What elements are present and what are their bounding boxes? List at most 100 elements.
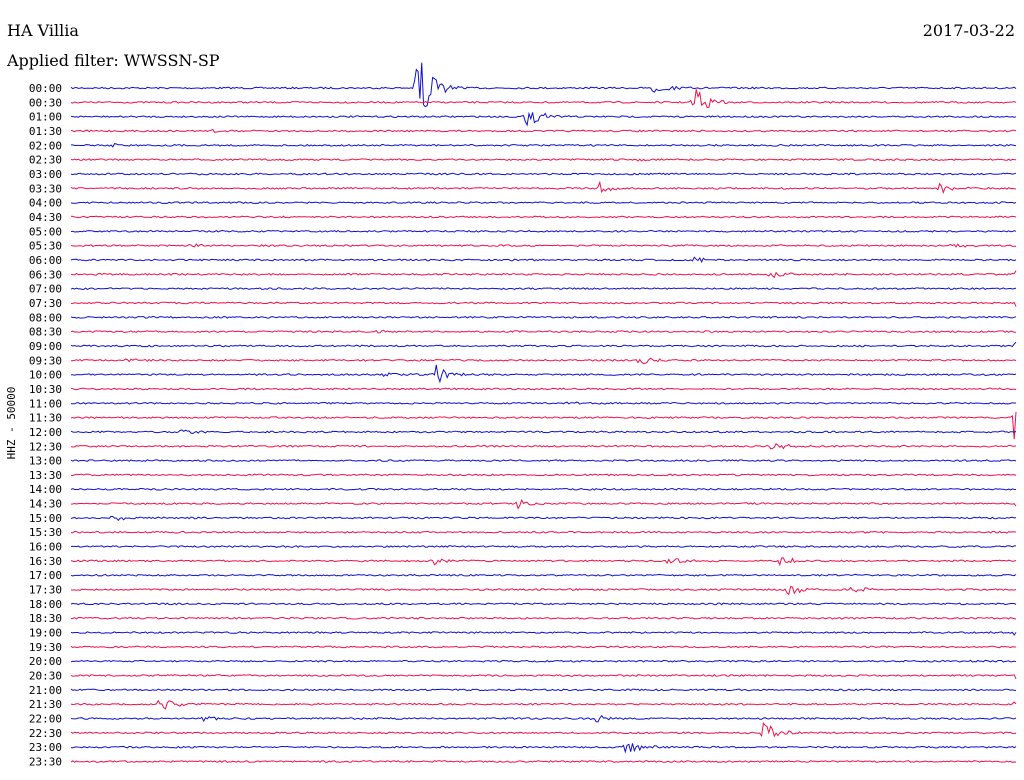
tick-label: 13:00 — [29, 455, 62, 468]
tick-label: 11:30 — [29, 412, 62, 425]
trace-rows — [70, 62, 1017, 763]
trace-row-0530 — [70, 243, 1016, 248]
tick-label: 01:30 — [29, 125, 62, 138]
tick-label: 15:30 — [29, 526, 62, 539]
tick-label: 06:30 — [29, 268, 62, 281]
trace-row-1200 — [70, 429, 1017, 435]
trace-row-1900 — [70, 631, 1017, 636]
trace-row-1430 — [70, 498, 1017, 510]
trace-row-0800 — [70, 315, 1017, 319]
trace-row-2030 — [70, 674, 1017, 680]
tick-label: 03:30 — [29, 182, 62, 195]
trace-row-1300 — [70, 459, 1017, 462]
trace-row-1800 — [70, 602, 1017, 606]
tick-label: 20:30 — [29, 670, 62, 683]
trace-row-1230 — [70, 443, 1017, 450]
trace-row-1100 — [70, 401, 1017, 405]
trace-row-1730 — [70, 585, 1017, 596]
trace-row-0630 — [70, 270, 1017, 279]
tick-label: 02:00 — [29, 139, 62, 152]
trace-row-0400 — [70, 201, 1017, 205]
tick-label: 04:00 — [29, 197, 62, 210]
trace-row-1930 — [70, 645, 1016, 649]
tick-label: 07:00 — [29, 283, 62, 296]
tick-label: 11:00 — [29, 397, 62, 410]
chart-subtitle: Applied filter: WWSSN-SP — [6, 51, 220, 70]
tick-label: 16:00 — [29, 541, 62, 554]
trace-row-2000 — [70, 659, 1017, 663]
trace-row-0300 — [70, 172, 1017, 176]
trace-row-2330 — [70, 760, 1017, 763]
y-axis-label: HHZ - 50000 — [5, 387, 18, 460]
trace-row-1330 — [70, 473, 1017, 477]
trace-row-1130 — [70, 411, 1017, 440]
tick-label: 09:30 — [29, 354, 62, 367]
chart-title: HA Villia — [7, 21, 79, 40]
tick-label: 15:00 — [29, 512, 62, 525]
trace-row-0700 — [70, 287, 1017, 291]
chart-date: 2017-03-22 — [923, 21, 1015, 40]
trace-row-0000 — [70, 62, 1017, 108]
tick-label: 00:30 — [29, 96, 62, 109]
trace-row-2200 — [70, 714, 1017, 723]
tick-label: 14:00 — [29, 483, 62, 496]
tick-label: 16:30 — [29, 555, 62, 568]
tick-label: 23:00 — [29, 741, 62, 754]
trace-row-0430 — [70, 215, 1017, 219]
tick-label: 00:00 — [29, 82, 62, 95]
tick-label: 07:30 — [29, 297, 62, 310]
tick-label: 01:00 — [29, 111, 62, 124]
tick-label: 17:30 — [29, 584, 62, 597]
trace-row-2100 — [70, 688, 1017, 692]
trace-row-0930 — [71, 357, 1017, 365]
trace-row-1000 — [70, 364, 1017, 384]
trace-row-1630 — [70, 557, 1017, 567]
tick-label: 09:00 — [29, 340, 62, 353]
tick-label: 03:00 — [29, 168, 62, 181]
trace-row-0900 — [70, 341, 1017, 348]
tick-label: 18:30 — [29, 612, 62, 625]
trace-row-2130 — [70, 699, 1017, 710]
tick-label: 05:30 — [29, 240, 62, 253]
trace-row-1830 — [70, 616, 1017, 620]
trace-row-0600 — [70, 256, 1017, 264]
tick-label: 10:00 — [29, 369, 62, 382]
tick-label: 05:00 — [29, 225, 62, 238]
trace-row-1600 — [70, 545, 1016, 549]
trace-row-0230 — [70, 158, 1017, 162]
tick-label: 22:30 — [29, 727, 62, 740]
tick-label: 18:00 — [29, 598, 62, 611]
trace-row-0130 — [70, 128, 1017, 133]
tick-label: 13:30 — [29, 469, 62, 482]
tick-label: 12:30 — [29, 440, 62, 453]
trace-row-0030 — [70, 89, 1017, 109]
tick-label: 19:30 — [29, 641, 62, 654]
tick-label: 21:00 — [29, 684, 62, 697]
trace-row-0200 — [71, 143, 1017, 148]
tick-label: 08:00 — [29, 311, 62, 324]
tick-label: 14:30 — [29, 498, 62, 511]
trace-row-1400 — [70, 487, 1017, 491]
trace-row-1700 — [70, 573, 1017, 577]
tick-label: 23:30 — [29, 756, 62, 769]
trace-row-1500 — [70, 515, 1017, 522]
tick-label: 19:00 — [29, 627, 62, 640]
tick-label: 10:30 — [29, 383, 62, 396]
tick-label: 21:30 — [29, 698, 62, 711]
trace-row-2230 — [70, 722, 1017, 738]
tick-label: 20:00 — [29, 655, 62, 668]
tick-label: 17:00 — [29, 569, 62, 582]
trace-row-2300 — [70, 743, 1017, 754]
trace-row-0100 — [70, 111, 1017, 127]
tick-label: 12:00 — [29, 426, 62, 439]
tick-label: 02:30 — [29, 154, 62, 167]
tick-label: 04:30 — [29, 211, 62, 224]
trace-row-0830 — [70, 329, 1016, 334]
tick-label: 08:30 — [29, 326, 62, 339]
trace-row-1530 — [70, 530, 1017, 534]
trace-row-0730 — [70, 301, 1017, 307]
trace-row-0330 — [70, 180, 1017, 195]
trace-row-0500 — [70, 229, 1017, 233]
